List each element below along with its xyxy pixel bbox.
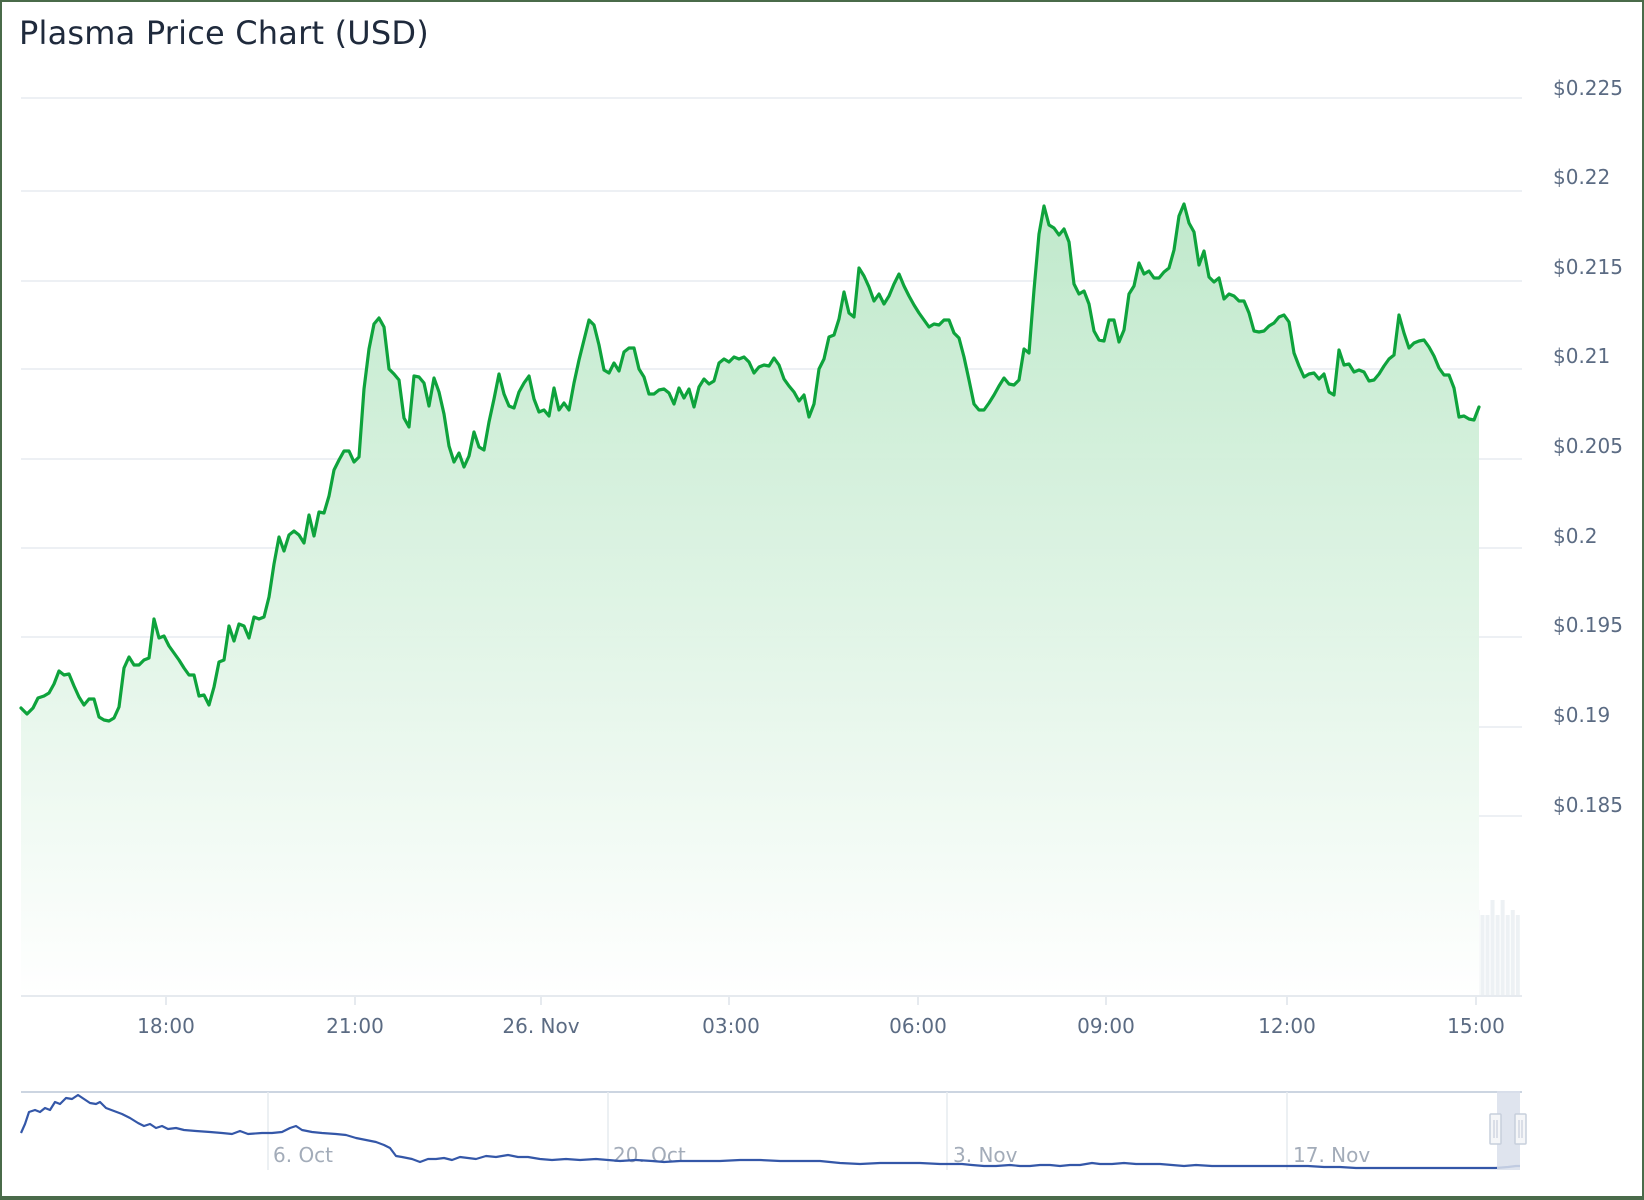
navigator-handle-right[interactable] xyxy=(1514,1113,1527,1145)
x-axis: 18:00 21:00 26. Nov 03:00 06:00 09:00 12… xyxy=(21,995,1522,1038)
navigator-series xyxy=(19,1093,1520,1170)
price-line[interactable] xyxy=(19,202,1481,723)
y-tick-label: $0.19 xyxy=(1553,703,1610,727)
x-tick-label: 09:00 xyxy=(1077,1014,1135,1038)
y-axis: $0.225 $0.22 $0.215 $0.21 $0.205 $0.2 $0… xyxy=(1553,76,1623,817)
y-tick-label: $0.215 xyxy=(1553,255,1623,279)
x-tick-label: 12:00 xyxy=(1258,1014,1316,1038)
x-tick-label: 26. Nov xyxy=(502,1014,579,1038)
y-tick-label: $0.2 xyxy=(1553,524,1598,548)
navigator-tick-label: 6. Oct xyxy=(273,1143,333,1167)
y-tick-label: $0.195 xyxy=(1553,613,1623,637)
y-tick-label: $0.185 xyxy=(1553,793,1623,817)
navigator-selected-range[interactable] xyxy=(1497,1091,1520,1170)
navigator-tick-label: 17. Nov xyxy=(1293,1143,1370,1167)
navigator-tick-label: 20. Oct xyxy=(613,1143,686,1167)
x-tick-label: 03:00 xyxy=(702,1014,760,1038)
y-tick-label: $0.205 xyxy=(1553,434,1623,458)
y-tick-label: $0.22 xyxy=(1553,165,1610,189)
chart-title: Plasma Price Chart (USD) xyxy=(19,14,429,52)
navigator[interactable]: 6. Oct 20. Oct 3. Nov 17. Nov xyxy=(19,1091,1527,1170)
price-area xyxy=(21,204,1479,995)
x-tick-label: 15:00 xyxy=(1447,1014,1505,1038)
x-tick-label: 06:00 xyxy=(889,1014,947,1038)
x-tick-label: 21:00 xyxy=(326,1014,384,1038)
y-tick-label: $0.225 xyxy=(1553,76,1623,100)
navigator-handle-left[interactable] xyxy=(1489,1113,1502,1145)
navigator-tick-label: 3. Nov xyxy=(953,1143,1018,1167)
y-tick-label: $0.21 xyxy=(1553,344,1610,368)
x-tick-label: 18:00 xyxy=(137,1014,195,1038)
